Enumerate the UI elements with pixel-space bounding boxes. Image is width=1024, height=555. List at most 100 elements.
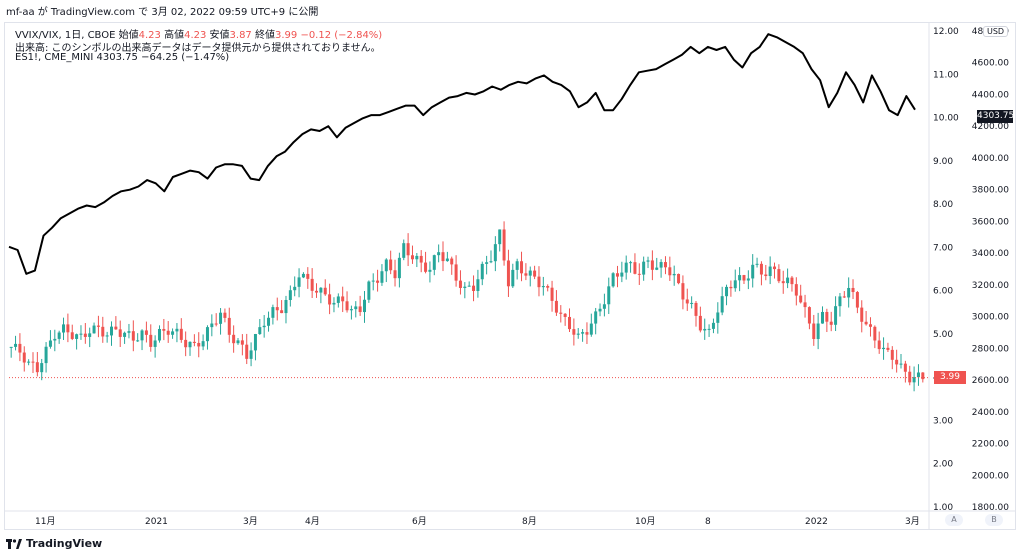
candle-body — [275, 307, 279, 311]
chart-pane[interactable]: 12.0011.0010.009.008.007.006.005.004.003… — [4, 22, 1016, 530]
candle-body — [201, 341, 205, 347]
candle-body — [96, 325, 100, 327]
tradingview-logo[interactable]: TradingView — [6, 537, 102, 550]
time-axis-label: 2022 — [805, 517, 828, 527]
auto-scale-button[interactable]: A — [945, 514, 963, 526]
candle-body — [642, 261, 646, 275]
candle-body — [698, 315, 702, 331]
candle-body — [807, 307, 811, 324]
es-price-line — [8, 33, 916, 275]
candle-body — [79, 333, 83, 335]
candle-body — [781, 281, 785, 284]
candle-body — [315, 290, 319, 293]
publish-info: mf-aa が TradingView.com で 3月 02, 2022 09… — [6, 7, 319, 18]
time-axis-label: 6月 — [412, 516, 427, 527]
candle-body — [576, 333, 580, 335]
candle-body — [323, 287, 327, 295]
right-axis-tick: 3400.00 — [972, 249, 1009, 259]
candle-body — [44, 346, 48, 364]
candle-body — [428, 269, 432, 272]
candle-body — [9, 346, 13, 348]
candle-body — [336, 296, 340, 303]
candle-body — [240, 340, 244, 345]
candle-body — [415, 255, 419, 260]
candle-body — [912, 377, 916, 383]
scale-b-button[interactable]: B — [985, 514, 1003, 526]
candle-body — [463, 286, 467, 288]
candle-body — [467, 285, 471, 287]
legend-low: 3.87 — [229, 30, 252, 41]
candle-body — [650, 260, 654, 270]
candle-body — [502, 229, 506, 261]
candle-body — [520, 261, 524, 274]
legend-es: ES1!, CME_MINI 4303.75 −64.25 (−1.47%) — [15, 52, 229, 63]
candle-body — [581, 332, 585, 334]
candle-body — [790, 277, 794, 285]
candle-body — [633, 262, 637, 274]
candle-body — [14, 343, 18, 347]
candle-body — [524, 273, 528, 276]
candle-body — [764, 274, 768, 277]
legend-close: 3.99 — [274, 30, 298, 41]
legend-symbol: VVIX/VIX, 1日, CBOE — [15, 30, 116, 41]
candle-body — [166, 330, 170, 335]
candle-body — [751, 264, 755, 279]
candle-body — [681, 283, 685, 300]
candle-body — [454, 264, 458, 281]
candle-body — [554, 300, 558, 313]
candle-body — [895, 359, 899, 365]
candle-body — [349, 309, 353, 311]
candle-body — [253, 334, 257, 351]
right-axis-tick: 3000.00 — [972, 313, 1009, 323]
candle-body — [472, 285, 476, 292]
candle-body — [301, 273, 305, 278]
candle-body — [184, 339, 188, 348]
candle-body — [171, 331, 175, 335]
candle-body — [515, 261, 519, 270]
legend-es-symbol: ES1!, CME_MINI — [15, 52, 94, 63]
time-axis-label: 3月 — [243, 516, 258, 527]
right-axis-tick: 4600.00 — [972, 59, 1009, 69]
candle-body — [27, 361, 31, 363]
left-axis-tick: 8.00 — [933, 200, 953, 210]
candle-body — [406, 243, 410, 256]
candle-body — [144, 330, 148, 335]
chart-canvas[interactable]: 12.0011.0010.009.008.007.006.005.004.003… — [5, 23, 1015, 529]
candle-body — [921, 372, 925, 380]
candle-body — [437, 252, 441, 256]
candle-body — [742, 275, 746, 281]
candle-body — [711, 322, 715, 329]
currency-label[interactable]: USD — [983, 26, 1009, 37]
candle-body — [410, 255, 414, 260]
time-axis-label: 8 — [705, 517, 711, 527]
legend-es-value: 4303.75 — [96, 52, 138, 63]
candle-body — [720, 296, 724, 313]
legend-es-change: −64.25 (−1.47%) — [141, 52, 230, 63]
candle-body — [354, 306, 358, 310]
candle-body — [57, 332, 61, 339]
candle-body — [629, 262, 633, 264]
candle-body — [136, 340, 140, 342]
candle-body — [550, 287, 554, 301]
candle-body — [786, 277, 790, 284]
left-axis-tick: 1.00 — [933, 503, 953, 513]
candle-body — [53, 338, 57, 341]
candle-body — [214, 323, 218, 325]
legend-high: 4.23 — [184, 30, 207, 41]
tradingview-logo-icon — [6, 538, 22, 549]
candle-body — [882, 347, 886, 350]
candle-body — [485, 262, 489, 264]
candle-body — [755, 263, 759, 265]
right-axis-tick: 4200.00 — [972, 122, 1009, 132]
candle-body — [773, 266, 777, 270]
candle-body — [528, 270, 532, 276]
candle-body — [367, 281, 371, 300]
candle-body — [908, 371, 912, 383]
candle-body — [620, 272, 624, 277]
left-axis-tick: 5.00 — [933, 330, 953, 340]
candle-body — [384, 259, 388, 272]
candle-body — [816, 323, 820, 339]
time-axis-label: 10月 — [635, 516, 655, 527]
candle-body — [738, 275, 742, 281]
candle-body — [624, 262, 628, 273]
